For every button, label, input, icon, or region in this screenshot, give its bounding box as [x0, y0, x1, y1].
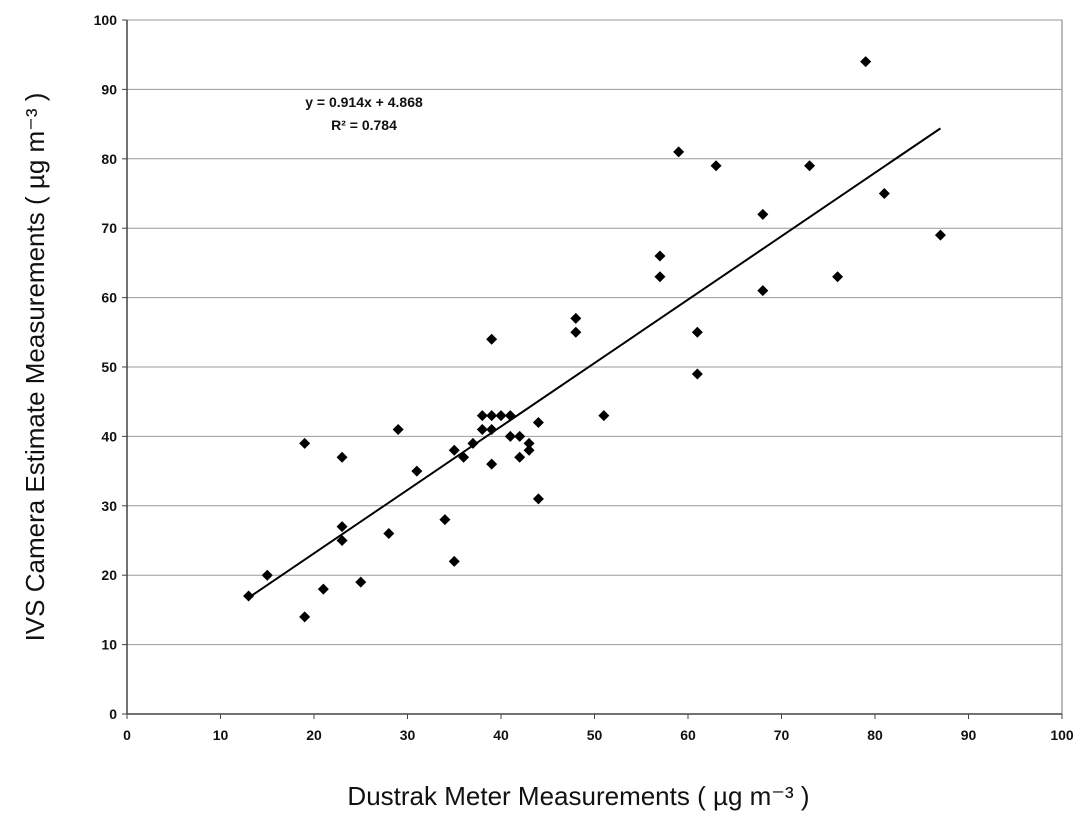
data-point	[570, 326, 582, 338]
data-point	[570, 312, 582, 324]
r-squared-label: R² = 0.784	[331, 117, 397, 133]
y-axis-ticks: 0 10 20 30 40 50 60 70 80 90 100	[94, 12, 127, 722]
y-axis-title: IVS Camera Estimate Measurements ( µg m⁻…	[20, 93, 50, 642]
data-point	[299, 611, 311, 623]
data-point	[476, 423, 488, 435]
x-tick-label-30: 30	[400, 727, 416, 743]
data-point	[486, 423, 498, 435]
data-point	[467, 437, 479, 449]
y-tick-label-60: 60	[101, 290, 117, 306]
data-point	[336, 451, 348, 463]
data-point	[878, 188, 890, 199]
data-point	[458, 451, 470, 463]
x-tick-label-80: 80	[867, 727, 883, 743]
data-point	[336, 521, 348, 533]
data-point	[448, 555, 460, 567]
data-point	[598, 410, 610, 422]
data-point	[514, 451, 526, 463]
data-point	[804, 160, 816, 172]
data-point	[691, 326, 703, 338]
y-tick-label-10: 10	[101, 637, 117, 653]
y-tick-label-30: 30	[101, 498, 117, 514]
x-tick-label-70: 70	[774, 727, 790, 743]
y-tick-label-80: 80	[101, 151, 117, 167]
data-point	[336, 535, 348, 546]
data-point	[243, 590, 255, 602]
data-point	[486, 458, 498, 470]
trendline	[247, 127, 942, 599]
data-point	[934, 229, 946, 241]
x-axis-title: Dustrak Meter Measurements ( µg m⁻³ )	[347, 781, 809, 811]
x-tick-label-20: 20	[306, 727, 322, 743]
data-point	[383, 528, 395, 540]
x-tick-label-10: 10	[213, 727, 229, 743]
data-point	[691, 368, 703, 380]
y-tick-label-70: 70	[101, 220, 117, 236]
y-tick-label-50: 50	[101, 359, 117, 375]
trendline-equation: y = 0.914x + 4.868	[305, 94, 423, 110]
data-point	[654, 250, 666, 262]
data-points	[243, 56, 946, 623]
data-point	[504, 410, 516, 422]
data-point	[757, 285, 769, 297]
x-tick-label-40: 40	[493, 727, 509, 743]
x-axis-ticks: 0 10 20 30 40 50 60 70 80 90 100	[123, 714, 1074, 743]
data-point	[532, 417, 544, 429]
data-point	[504, 430, 516, 442]
x-tick-label-90: 90	[961, 727, 977, 743]
data-point	[448, 444, 460, 456]
x-tick-label-60: 60	[680, 727, 696, 743]
data-point	[710, 160, 722, 172]
y-tick-label-20: 20	[101, 567, 117, 583]
x-tick-label-0: 0	[123, 727, 131, 743]
y-tick-label-0: 0	[109, 706, 117, 722]
data-point	[523, 444, 535, 456]
x-tick-label-100: 100	[1050, 727, 1074, 743]
data-point	[317, 583, 329, 595]
data-point	[411, 465, 423, 477]
data-point	[532, 493, 544, 505]
data-point	[486, 410, 498, 422]
y-tick-label-100: 100	[94, 12, 118, 28]
data-point	[523, 437, 535, 449]
x-tick-label-50: 50	[587, 727, 603, 743]
data-point	[392, 423, 404, 435]
data-point	[757, 208, 769, 220]
data-point	[673, 146, 685, 158]
data-point	[476, 410, 488, 422]
data-point	[832, 271, 844, 283]
data-point	[514, 430, 526, 442]
data-point	[654, 271, 666, 283]
data-point	[860, 56, 872, 68]
y-tick-label-40: 40	[101, 428, 117, 444]
data-point	[355, 576, 367, 588]
data-point	[439, 514, 451, 526]
data-point	[495, 410, 507, 422]
data-point	[486, 333, 498, 345]
data-point	[299, 437, 311, 449]
y-tick-label-90: 90	[101, 81, 117, 97]
data-point	[261, 569, 273, 581]
